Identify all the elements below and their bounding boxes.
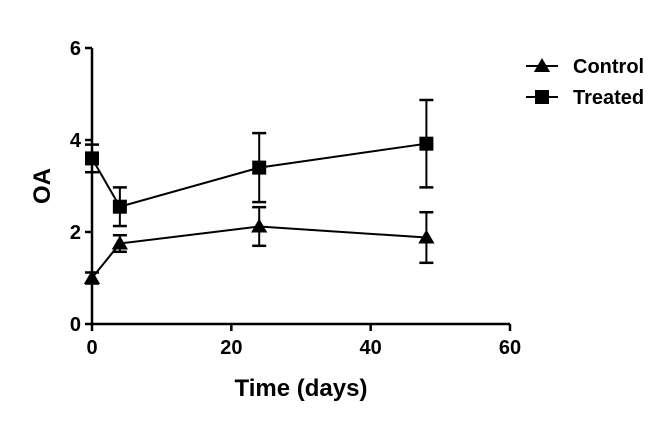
treated-data-point xyxy=(252,160,267,175)
legend-item-treated: Treated xyxy=(526,87,644,109)
treated-line xyxy=(91,142,427,208)
legend-label-treated: Treated xyxy=(573,87,644,109)
x-tick-label: 60 xyxy=(499,337,521,359)
y-ticks: 0 2 4 6 xyxy=(70,38,92,336)
series-control xyxy=(83,205,435,285)
legend-treated-marker xyxy=(535,90,549,104)
treated-data-point xyxy=(85,151,99,166)
control-data-point xyxy=(83,270,101,284)
control-line xyxy=(91,225,427,279)
y-tick-label: 4 xyxy=(70,130,82,152)
x-tick-label: 0 xyxy=(86,337,97,359)
x-tick-label: 20 xyxy=(220,337,242,359)
x-ticks: 0 20 40 60 xyxy=(86,324,521,359)
legend: Control Treated xyxy=(526,56,644,109)
control-data-point xyxy=(251,218,268,233)
x-tick-label: 40 xyxy=(360,337,382,359)
treated-data-point xyxy=(112,199,127,214)
y-tick-label: 2 xyxy=(70,222,81,244)
y-tick-label: 0 xyxy=(70,314,81,336)
series-layer xyxy=(83,98,435,285)
legend-label-control: Control xyxy=(573,56,644,78)
y-axis-title: OA xyxy=(29,168,56,204)
series-treated xyxy=(85,98,434,228)
treated-data-point xyxy=(419,136,434,151)
control-data-point xyxy=(418,229,435,244)
x-axis-title: Time (days) xyxy=(235,375,368,402)
legend-control-marker xyxy=(533,58,551,72)
legend-item-control: Control xyxy=(526,56,644,78)
axes: 0 2 4 6 0 20 40 60 OA Time (days) xyxy=(29,38,521,402)
y-tick-label: 6 xyxy=(70,38,81,60)
control-data-point xyxy=(111,235,128,250)
